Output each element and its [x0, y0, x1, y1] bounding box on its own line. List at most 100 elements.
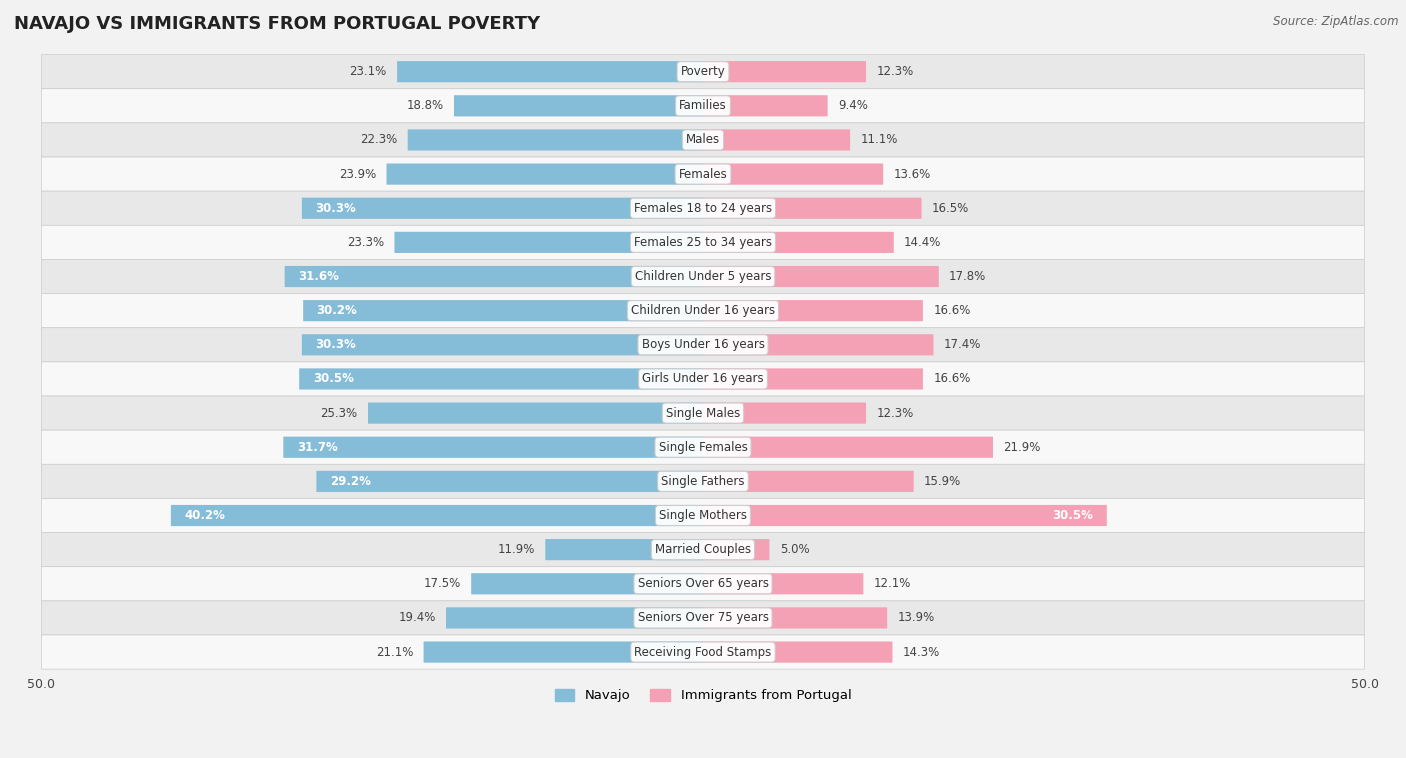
Text: 9.4%: 9.4% [838, 99, 868, 112]
Text: 31.6%: 31.6% [298, 270, 339, 283]
Text: Married Couples: Married Couples [655, 543, 751, 556]
FancyBboxPatch shape [302, 198, 703, 219]
FancyBboxPatch shape [703, 300, 922, 321]
Text: 11.1%: 11.1% [860, 133, 898, 146]
FancyBboxPatch shape [703, 437, 993, 458]
Text: Children Under 16 years: Children Under 16 years [631, 304, 775, 317]
Text: 19.4%: 19.4% [398, 612, 436, 625]
FancyBboxPatch shape [41, 396, 1365, 430]
Text: 16.6%: 16.6% [934, 372, 970, 385]
FancyBboxPatch shape [703, 368, 922, 390]
Text: Females 25 to 34 years: Females 25 to 34 years [634, 236, 772, 249]
FancyBboxPatch shape [304, 300, 703, 321]
FancyBboxPatch shape [172, 505, 703, 526]
Text: 21.9%: 21.9% [1004, 440, 1040, 454]
FancyBboxPatch shape [471, 573, 703, 594]
FancyBboxPatch shape [703, 266, 939, 287]
Text: 18.8%: 18.8% [406, 99, 444, 112]
Text: 25.3%: 25.3% [321, 406, 357, 420]
Text: 30.5%: 30.5% [1053, 509, 1094, 522]
Text: 29.2%: 29.2% [330, 475, 371, 488]
FancyBboxPatch shape [41, 191, 1365, 225]
Text: 16.6%: 16.6% [934, 304, 970, 317]
Text: Seniors Over 65 years: Seniors Over 65 years [637, 578, 769, 590]
Text: 12.3%: 12.3% [876, 406, 914, 420]
FancyBboxPatch shape [703, 198, 921, 219]
FancyBboxPatch shape [41, 465, 1365, 499]
FancyBboxPatch shape [423, 641, 703, 662]
Text: 30.5%: 30.5% [312, 372, 353, 385]
Text: 21.1%: 21.1% [375, 646, 413, 659]
FancyBboxPatch shape [41, 430, 1365, 465]
Text: 13.9%: 13.9% [897, 612, 935, 625]
Text: Seniors Over 75 years: Seniors Over 75 years [637, 612, 769, 625]
Text: 17.4%: 17.4% [943, 338, 981, 351]
FancyBboxPatch shape [454, 96, 703, 117]
Text: 30.3%: 30.3% [315, 202, 356, 215]
FancyBboxPatch shape [316, 471, 703, 492]
Text: Single Females: Single Females [658, 440, 748, 454]
Text: 22.3%: 22.3% [360, 133, 398, 146]
FancyBboxPatch shape [703, 505, 1107, 526]
Text: 17.8%: 17.8% [949, 270, 987, 283]
Text: Females: Females [679, 168, 727, 180]
FancyBboxPatch shape [703, 573, 863, 594]
Text: Children Under 5 years: Children Under 5 years [634, 270, 772, 283]
Text: Single Mothers: Single Mothers [659, 509, 747, 522]
FancyBboxPatch shape [703, 130, 851, 151]
FancyBboxPatch shape [41, 293, 1365, 327]
FancyBboxPatch shape [299, 368, 703, 390]
FancyBboxPatch shape [703, 402, 866, 424]
FancyBboxPatch shape [703, 607, 887, 628]
FancyBboxPatch shape [41, 157, 1365, 191]
Text: 23.3%: 23.3% [347, 236, 384, 249]
FancyBboxPatch shape [703, 334, 934, 356]
FancyBboxPatch shape [41, 123, 1365, 157]
Text: NAVAJO VS IMMIGRANTS FROM PORTUGAL POVERTY: NAVAJO VS IMMIGRANTS FROM PORTUGAL POVER… [14, 15, 540, 33]
FancyBboxPatch shape [395, 232, 703, 253]
Text: 23.9%: 23.9% [339, 168, 377, 180]
Text: 12.1%: 12.1% [873, 578, 911, 590]
Text: 31.7%: 31.7% [297, 440, 337, 454]
FancyBboxPatch shape [703, 539, 769, 560]
FancyBboxPatch shape [703, 61, 866, 83]
Text: Receiving Food Stamps: Receiving Food Stamps [634, 646, 772, 659]
FancyBboxPatch shape [41, 259, 1365, 293]
Text: 40.2%: 40.2% [184, 509, 225, 522]
Text: 16.5%: 16.5% [932, 202, 969, 215]
FancyBboxPatch shape [41, 567, 1365, 601]
FancyBboxPatch shape [703, 471, 914, 492]
FancyBboxPatch shape [41, 533, 1365, 567]
Text: 5.0%: 5.0% [780, 543, 810, 556]
Text: Girls Under 16 years: Girls Under 16 years [643, 372, 763, 385]
Text: 13.6%: 13.6% [894, 168, 931, 180]
Text: 30.2%: 30.2% [316, 304, 357, 317]
FancyBboxPatch shape [446, 607, 703, 628]
Text: Source: ZipAtlas.com: Source: ZipAtlas.com [1274, 15, 1399, 28]
Text: 14.3%: 14.3% [903, 646, 941, 659]
FancyBboxPatch shape [368, 402, 703, 424]
FancyBboxPatch shape [41, 362, 1365, 396]
Text: 17.5%: 17.5% [423, 578, 461, 590]
Text: 23.1%: 23.1% [350, 65, 387, 78]
FancyBboxPatch shape [703, 164, 883, 185]
Text: Single Fathers: Single Fathers [661, 475, 745, 488]
FancyBboxPatch shape [408, 130, 703, 151]
FancyBboxPatch shape [284, 437, 703, 458]
FancyBboxPatch shape [41, 635, 1365, 669]
FancyBboxPatch shape [284, 266, 703, 287]
Text: Single Males: Single Males [666, 406, 740, 420]
FancyBboxPatch shape [41, 601, 1365, 635]
Text: 14.4%: 14.4% [904, 236, 942, 249]
Text: 12.3%: 12.3% [876, 65, 914, 78]
Text: Females 18 to 24 years: Females 18 to 24 years [634, 202, 772, 215]
FancyBboxPatch shape [703, 641, 893, 662]
FancyBboxPatch shape [387, 164, 703, 185]
FancyBboxPatch shape [703, 232, 894, 253]
FancyBboxPatch shape [41, 55, 1365, 89]
FancyBboxPatch shape [41, 225, 1365, 259]
Text: Males: Males [686, 133, 720, 146]
FancyBboxPatch shape [41, 89, 1365, 123]
FancyBboxPatch shape [703, 96, 828, 117]
FancyBboxPatch shape [302, 334, 703, 356]
